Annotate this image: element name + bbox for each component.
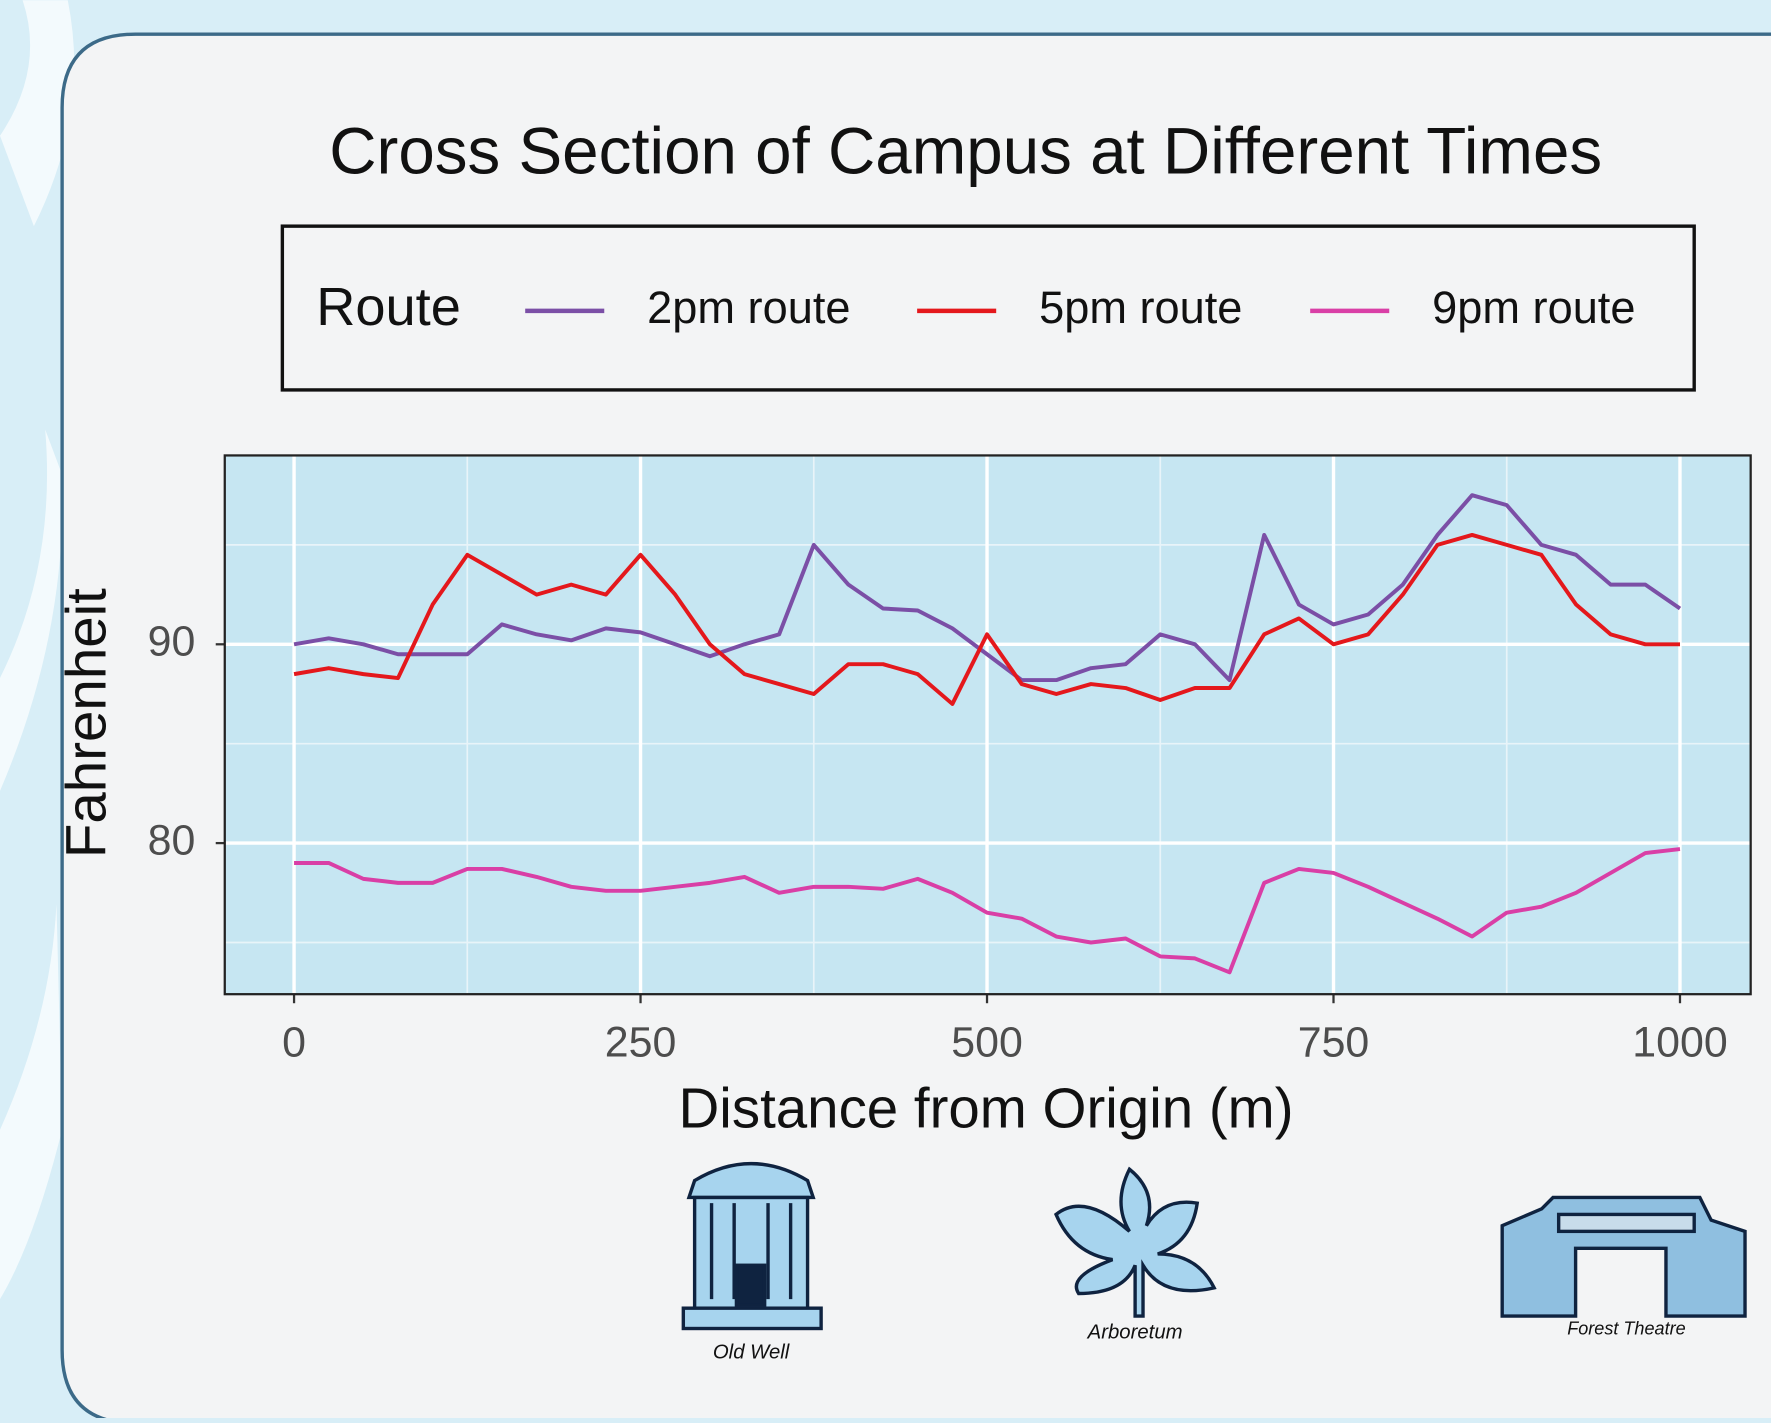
legend-label: 2pm route: [647, 282, 850, 333]
x-tick-label: 1000: [1632, 1018, 1727, 1066]
legend-title: Route: [316, 277, 461, 337]
page: Cross Section of Campus at Different Tim…: [0, 0, 1771, 1418]
legend-label: 5pm route: [1039, 282, 1242, 333]
x-tick-label: 250: [605, 1018, 677, 1066]
chart: Cross Section of Campus at Different Tim…: [0, 0, 1771, 1418]
x-tick-label: 750: [1298, 1018, 1370, 1066]
landmark-label: Arboretum: [1087, 1321, 1183, 1343]
y-tick-label: 80: [148, 816, 196, 864]
x-axis-title: Distance from Origin (m): [679, 1077, 1294, 1140]
old-well-icon: [683, 1164, 821, 1329]
landmark-label: Forest Theatre: [1567, 1318, 1685, 1338]
chart-title: Cross Section of Campus at Different Tim…: [329, 114, 1602, 187]
landmark-label: Old Well: [713, 1342, 790, 1364]
x-tick-label: 500: [951, 1018, 1023, 1066]
y-tick-label: 90: [148, 618, 196, 666]
x-tick-label: 0: [282, 1018, 306, 1066]
legend-label: 9pm route: [1432, 282, 1635, 333]
y-axis-title: Fahrenheit: [54, 588, 117, 858]
